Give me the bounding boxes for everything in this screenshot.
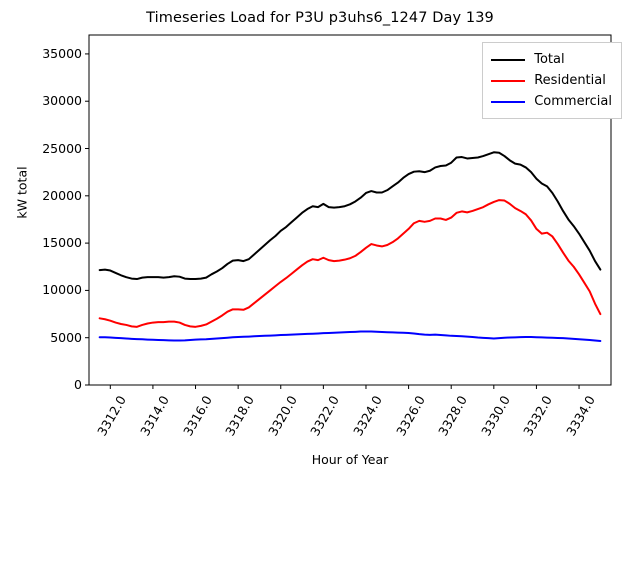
plot-canvas [85,34,612,389]
legend-swatch-total [491,58,526,61]
chart-figure: Timeseries Load for P3U p3uhs6_1247 Day … [15,10,622,467]
series-line-residential [98,199,602,328]
y-tick-label: 15000 [42,235,82,251]
series-line-commercial [98,330,602,343]
y-tick-label: 10000 [42,282,82,298]
legend-label-residential: Residential [534,73,606,88]
y-tick-label: 35000 [42,45,82,61]
x-axis-label: Hour of Year [311,452,389,467]
legend-item: Total [491,49,612,70]
legend-label-commercial: Commercial [534,94,612,109]
axes-frame [88,34,612,386]
y-tick-label: 0 [74,377,82,392]
data-lines [98,151,602,343]
chart-title: Timeseries Load for P3U p3uhs6_1247 Day … [146,10,494,26]
y-tick-label: 20000 [42,187,82,203]
y-axis-tick-labels: 0 5000 10000 15000 20000 25000 30000 35000 [42,45,82,392]
y-tick-label: 30000 [42,93,82,109]
axis-ticks [85,53,580,389]
chart-legend: Total Residential Commercial [482,42,622,119]
y-tick-label: 5000 [50,329,82,345]
series-line-total [98,151,602,281]
y-tick-label: 25000 [42,140,82,156]
legend-swatch-commercial [491,100,526,103]
legend-item: Commercial [491,91,612,112]
legend-swatch-residential [491,79,526,82]
legend-item: Residential [491,70,612,91]
legend-label-total: Total [534,52,565,67]
